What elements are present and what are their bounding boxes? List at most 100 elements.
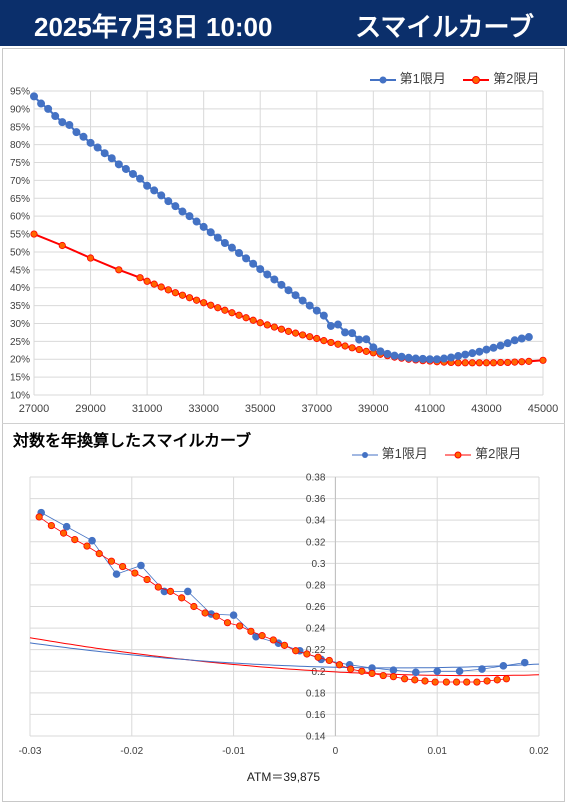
- series1-point: [461, 350, 470, 359]
- series2-point: [86, 254, 95, 262]
- series2-point: [258, 632, 266, 640]
- series1-point: [157, 191, 166, 200]
- y-tick-label: 0.14: [306, 732, 326, 743]
- series1-fit-curve: [29, 642, 540, 669]
- x-tick-label: 0.01: [427, 746, 447, 757]
- series1-point: [433, 667, 442, 676]
- series1-point: [411, 354, 420, 363]
- series2-point: [291, 329, 300, 337]
- legend-item-series2: 第2限月: [463, 68, 539, 87]
- series1-point: [93, 143, 102, 152]
- legend-chart1: 第1限月 第2限月: [356, 68, 539, 87]
- series2-point: [362, 347, 370, 355]
- y-tick-label: 40%: [10, 283, 30, 294]
- series1-point: [520, 658, 529, 667]
- y-tick-label: 55%: [10, 230, 30, 241]
- series2-point: [299, 331, 307, 339]
- legend-item-series1: 第1限月: [370, 68, 446, 87]
- series1-point: [468, 349, 477, 358]
- chart-panel: [2, 48, 565, 802]
- y-tick-label: 85%: [10, 122, 30, 133]
- series1-point: [362, 335, 371, 344]
- series2-point: [131, 569, 139, 577]
- series1-point: [291, 291, 300, 300]
- series1-point: [29, 92, 38, 101]
- y-tick-label: 45%: [10, 265, 30, 276]
- series1-point: [440, 354, 449, 363]
- series1-point: [348, 329, 357, 338]
- series2-point: [421, 677, 429, 685]
- series1-point: [171, 202, 180, 211]
- series2-point: [284, 327, 293, 335]
- series2-point: [473, 678, 481, 686]
- series1-point: [51, 112, 60, 121]
- series1-point: [206, 228, 215, 237]
- series2-point: [190, 602, 198, 611]
- series2-point: [35, 513, 43, 521]
- series1-point: [114, 160, 123, 169]
- series2-point: [335, 661, 344, 669]
- series1-point: [312, 306, 321, 315]
- series1-point: [249, 259, 258, 268]
- series2-point: [192, 296, 201, 304]
- legend-marker-blue: [352, 451, 378, 458]
- series1-point: [263, 270, 272, 279]
- series1-point: [178, 207, 187, 216]
- y-tick-label: 0.38: [306, 473, 326, 484]
- series2-point: [47, 521, 55, 530]
- series1-point: [376, 347, 385, 356]
- y-tick-label: 10%: [10, 391, 30, 402]
- series1-point: [478, 665, 486, 673]
- series2-point: [185, 294, 194, 302]
- series1-point: [242, 254, 251, 263]
- series2-point: [334, 340, 342, 348]
- y-tick-label: 0.16: [306, 710, 326, 721]
- chart-divider: [2, 423, 565, 424]
- series2-point: [242, 314, 250, 322]
- series1-point: [284, 286, 293, 295]
- legend-marker-red: [463, 75, 490, 84]
- series1-point: [499, 662, 508, 670]
- series2-point: [280, 641, 289, 649]
- x-tick-label: 37000: [301, 403, 332, 415]
- x-tick-label: 29000: [75, 403, 106, 415]
- series1-point: [112, 570, 121, 578]
- x-tick-label: 0: [333, 746, 339, 757]
- series1-point: [185, 212, 194, 221]
- legend-label-series1: 第1限月: [381, 446, 428, 461]
- series1-point: [164, 197, 173, 206]
- series2-point: [270, 323, 278, 331]
- series1-point: [277, 280, 286, 289]
- series2-point: [207, 301, 215, 309]
- series2-point: [166, 587, 175, 595]
- series1-point: [397, 352, 406, 361]
- series2-point: [223, 619, 232, 627]
- y-tick-label: 95%: [10, 87, 30, 98]
- series1-point: [333, 320, 342, 329]
- series2-point: [277, 325, 286, 333]
- series2-point: [71, 535, 79, 544]
- y-tick-label: 70%: [10, 176, 30, 187]
- series1-point: [256, 265, 265, 274]
- series2-point: [171, 289, 179, 297]
- series1-point: [455, 667, 464, 676]
- series2-point: [379, 671, 387, 680]
- header-bar: 2025年7月3日 10:00 スマイルカーブ: [0, 0, 567, 46]
- series1-point: [58, 118, 67, 127]
- series1-point: [220, 238, 229, 247]
- series2-point: [452, 678, 461, 686]
- x-tick-label: -0.03: [19, 746, 42, 757]
- series1-point: [137, 561, 145, 570]
- series1-point: [79, 132, 88, 141]
- y-tick-label: 0.3: [311, 559, 325, 570]
- legend-chart2: 第1限月 第2限月: [338, 443, 521, 462]
- x-tick-label: -0.01: [222, 746, 245, 757]
- y-tick-label: 25%: [10, 337, 30, 348]
- series2-point: [504, 358, 512, 367]
- chart2-title: 対数を年換算したスマイルカーブ: [13, 433, 252, 450]
- x-tick-label: 31000: [132, 403, 163, 415]
- series2-point: [235, 311, 243, 319]
- series2-point: [256, 319, 264, 327]
- series2-point: [178, 594, 186, 602]
- series1-point: [88, 536, 96, 545]
